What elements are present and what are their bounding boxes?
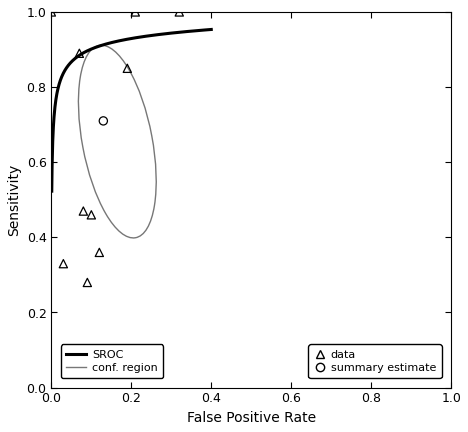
X-axis label: False Positive Rate: False Positive Rate	[187, 411, 316, 425]
Point	[124, 65, 131, 72]
Legend: data, summary estimate: data, summary estimate	[308, 344, 442, 378]
Y-axis label: Sensitivity: Sensitivity	[7, 164, 21, 236]
Point	[88, 211, 95, 218]
Point	[95, 249, 103, 256]
Point	[176, 9, 183, 16]
Point	[48, 9, 55, 16]
Point	[59, 260, 67, 267]
Point	[100, 118, 107, 124]
Point	[84, 279, 91, 286]
Point	[132, 9, 139, 16]
Point	[76, 50, 83, 57]
Point	[80, 208, 87, 215]
